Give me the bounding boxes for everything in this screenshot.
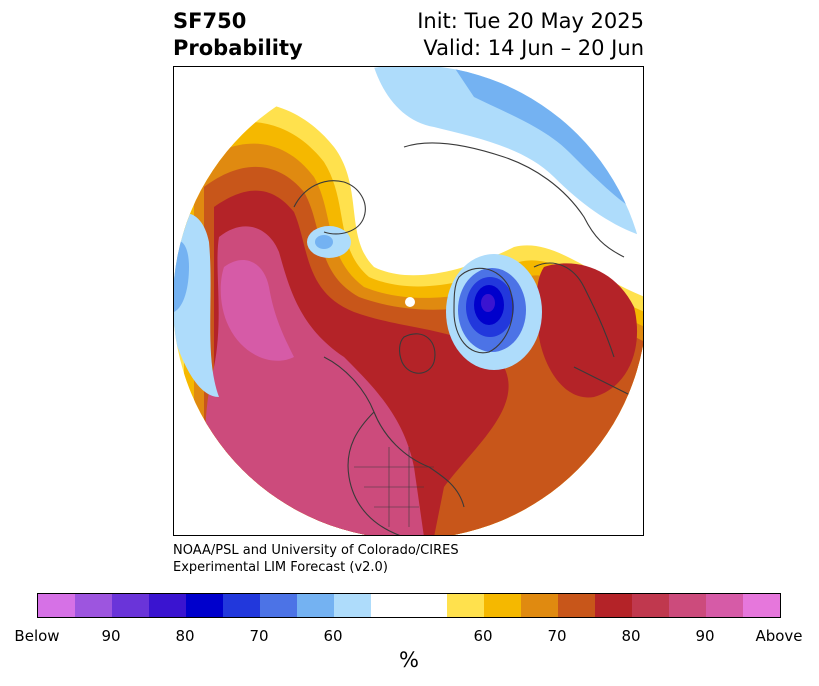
polar-map [174, 67, 643, 535]
colorbar-tick-label: Above [755, 627, 803, 645]
colorbar-above-segment [558, 594, 595, 617]
credit-line-1: NOAA/PSL and University of Colorado/CIRE… [173, 543, 459, 558]
map-panel [173, 66, 644, 536]
title-product: Probability [173, 36, 303, 60]
region-above-80-east [536, 263, 638, 398]
colorbar-tick-label: 90 [101, 627, 121, 645]
colorbar-tick-label: 80 [175, 627, 195, 645]
colorbar-neutral-segment [371, 594, 447, 617]
colorbar-below-segment [260, 594, 297, 617]
coastlines [293, 142, 635, 535]
colorbar-below-segment [186, 594, 223, 617]
colorbar-tick-label: 90 [695, 627, 715, 645]
colorbar-tick-label: 60 [473, 627, 493, 645]
coastline-asia [403, 142, 625, 258]
colorbar-tick-label: 60 [323, 627, 343, 645]
colorbar-unit-label: % [399, 648, 419, 672]
title-variable: SF750 [173, 9, 247, 33]
colorbar-below-segment [334, 594, 371, 617]
colorbar-above-segment [706, 594, 743, 617]
colorbar-below-segment [297, 594, 334, 617]
colorbar-tick-label: 70 [249, 627, 269, 645]
colorbar-below-segment [38, 594, 75, 617]
colorbar-above-segment [484, 594, 521, 617]
coastline-hudson-bay [399, 333, 436, 374]
region-below-65-west [174, 240, 189, 312]
north-pole-marker [405, 297, 415, 307]
colorbar-below-segment [75, 594, 112, 617]
coastline-alaska [293, 180, 366, 235]
country-borders-usa [354, 447, 434, 527]
colorbar-above-segment [521, 594, 558, 617]
coastline-north-america [323, 356, 465, 535]
region-neutral-arctic [397, 169, 500, 248]
colorbar-below-segment [149, 594, 186, 617]
region-below-65-small [315, 235, 333, 249]
colorbar-tick-label: Below [14, 627, 60, 645]
colorbar-below-segment [112, 594, 149, 617]
map-title: SF750 Probability [173, 8, 303, 62]
probability-field [174, 67, 643, 535]
colorbar-tick-label: 70 [547, 627, 567, 645]
forecast-dates: Init: Tue 20 May 2025 Valid: 14 Jun – 20… [417, 8, 644, 62]
init-date: Init: Tue 20 May 2025 [417, 9, 644, 33]
colorbar-above-segment [447, 594, 484, 617]
coastline-greenland [453, 267, 514, 354]
region-below-85-center [481, 294, 495, 312]
credit-line-2: Experimental LIM Forecast (v2.0) [173, 560, 388, 575]
credit-block: NOAA/PSL and University of Colorado/CIRE… [173, 542, 459, 576]
valid-range: Valid: 14 Jun – 20 Jun [423, 36, 644, 60]
colorbar-above-segment [743, 594, 780, 617]
colorbar [37, 593, 781, 618]
region-above-extreme [220, 259, 294, 361]
colorbar-tick-label: 80 [621, 627, 641, 645]
colorbar-above-segment [595, 594, 632, 617]
colorbar-above-segment [669, 594, 706, 617]
colorbar-above-segment [632, 594, 669, 617]
colorbar-below-segment [223, 594, 260, 617]
